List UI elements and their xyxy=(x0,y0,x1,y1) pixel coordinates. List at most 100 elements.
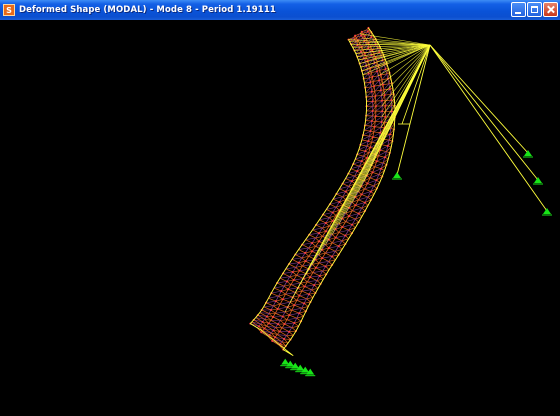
mesh-node xyxy=(283,323,286,326)
mesh-diagonal xyxy=(253,319,263,323)
mesh-node xyxy=(375,160,378,163)
mesh-transverse xyxy=(301,244,309,249)
title-bar[interactable]: S Deformed Shape (MODAL) - Mode 8 - Peri… xyxy=(0,0,560,20)
mesh-diagonal xyxy=(371,86,375,92)
mesh-node xyxy=(378,79,381,82)
mesh-node xyxy=(370,54,373,57)
mesh-transverse xyxy=(305,239,313,244)
mesh-transverse xyxy=(374,166,382,170)
mesh-transverse xyxy=(312,272,320,277)
mesh-diagonal xyxy=(289,330,297,333)
mesh-node xyxy=(365,156,368,159)
mesh-transverse xyxy=(296,299,305,304)
model-viewport[interactable] xyxy=(0,20,560,416)
app-icon[interactable]: S xyxy=(3,4,15,16)
mesh-node xyxy=(318,274,321,277)
mesh-transverse xyxy=(315,267,323,272)
mesh-transverse xyxy=(307,281,315,286)
mesh-diagonal xyxy=(380,164,387,169)
mesh-diagonal xyxy=(387,140,393,147)
mesh-node xyxy=(324,265,327,268)
mesh-node xyxy=(331,219,334,222)
mesh-diagonal xyxy=(365,110,373,116)
mesh-diagonal xyxy=(282,314,290,317)
mesh-transverse xyxy=(298,249,306,254)
mesh-transverse xyxy=(312,229,320,234)
mesh-transverse xyxy=(342,183,349,187)
deformed-shape-model[interactable] xyxy=(0,20,560,416)
mesh-diagonal xyxy=(375,105,383,112)
abutment-support xyxy=(296,364,305,371)
mesh-transverse xyxy=(279,277,288,282)
mesh-diagonal xyxy=(386,67,389,74)
mesh-transverse xyxy=(309,276,318,281)
mesh-node xyxy=(384,104,387,107)
mesh-diagonal xyxy=(335,235,346,238)
mesh-node xyxy=(288,330,291,333)
mesh-diagonal xyxy=(374,121,382,127)
mesh-diagonal xyxy=(377,70,381,76)
close-button[interactable] xyxy=(543,2,558,17)
mesh-node xyxy=(288,314,291,317)
mesh-node xyxy=(371,100,374,103)
mesh-diagonal xyxy=(286,279,294,282)
mesh-diagonal xyxy=(301,289,312,292)
stay-cable xyxy=(361,44,431,72)
maximize-icon xyxy=(531,6,538,13)
mesh-diagonal xyxy=(275,336,285,340)
mesh-diagonal xyxy=(368,136,374,142)
mesh-diagonal xyxy=(299,293,310,296)
mesh-transverse xyxy=(291,259,299,263)
mesh-diagonal xyxy=(281,289,289,292)
mesh-node xyxy=(378,51,381,54)
mesh-node xyxy=(381,110,384,113)
mesh-diagonal xyxy=(341,238,349,242)
mesh-diagonal xyxy=(345,232,353,236)
mesh-diagonal xyxy=(301,306,309,309)
mesh-diagonal xyxy=(345,188,353,192)
mesh-node xyxy=(360,160,363,163)
mesh-transverse xyxy=(365,91,372,93)
mesh-node xyxy=(304,260,307,263)
mesh-transverse xyxy=(271,292,279,297)
mesh-diagonal xyxy=(355,48,360,54)
mesh-diagonal xyxy=(273,330,280,332)
mesh-diagonal xyxy=(370,126,375,132)
stay-cables xyxy=(284,33,548,313)
mesh-diagonal xyxy=(348,227,356,231)
mesh-diagonal xyxy=(371,121,376,127)
stay-cable xyxy=(357,44,431,58)
mesh-diagonal xyxy=(325,264,333,267)
mesh-diagonal xyxy=(304,284,315,287)
window-controls xyxy=(511,2,558,17)
maximize-button[interactable] xyxy=(527,2,542,17)
mesh-transverse xyxy=(348,173,355,177)
mesh-transverse xyxy=(332,198,340,203)
mesh-diagonal xyxy=(315,266,326,269)
mesh-diagonal xyxy=(275,327,283,329)
mesh-diagonal xyxy=(364,82,371,88)
mesh-node xyxy=(344,234,347,237)
mesh-diagonal xyxy=(263,305,274,308)
mesh-diagonal xyxy=(374,162,384,168)
minimize-button[interactable] xyxy=(511,2,526,17)
mesh-diagonal xyxy=(332,209,340,213)
mesh-diagonal xyxy=(366,91,373,98)
mesh-diagonal xyxy=(295,252,306,255)
mesh-diagonal xyxy=(372,71,378,78)
mesh-diagonal xyxy=(369,72,372,78)
mesh-diagonal xyxy=(298,260,306,263)
mesh-diagonal xyxy=(306,297,314,300)
stay-cable xyxy=(380,44,431,128)
mesh-transverse xyxy=(358,149,366,152)
mesh-node xyxy=(369,190,372,193)
mesh-node xyxy=(366,30,369,33)
mesh-diagonal xyxy=(296,315,304,319)
mesh-diagonal xyxy=(298,247,309,250)
mesh-diagonal xyxy=(291,325,299,328)
minimize-icon xyxy=(515,12,521,14)
mesh-diagonal xyxy=(299,310,307,314)
mesh-node xyxy=(274,300,277,303)
mesh-diagonal xyxy=(328,237,336,240)
mesh-transverse xyxy=(329,225,336,230)
